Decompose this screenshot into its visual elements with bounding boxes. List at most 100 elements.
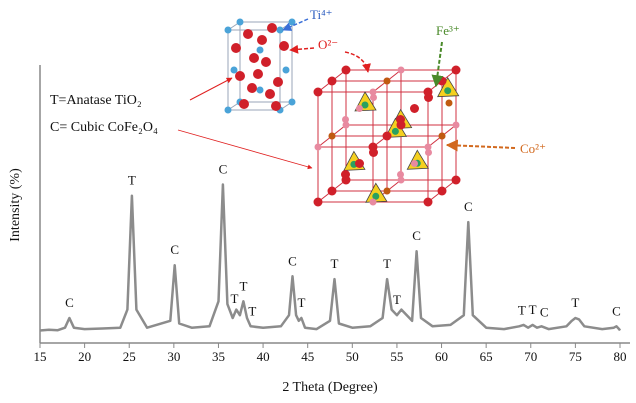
peak-label: T — [529, 302, 537, 317]
x-tick-label: 70 — [524, 349, 537, 364]
x-tick-label: 15 — [34, 349, 47, 364]
o-atom — [231, 43, 241, 53]
ti-atom — [231, 67, 238, 74]
fe-atom — [444, 87, 451, 94]
crystal-inset: T=Anatase TiO₂ C= Cubic CoFe₂O₄ Ti⁴⁺ O²⁻… — [50, 7, 546, 207]
lattice-atom — [453, 122, 460, 129]
x-tick-label: 40 — [257, 349, 270, 364]
lattice-atom — [397, 171, 404, 178]
tio2-cell — [228, 22, 292, 110]
arrow — [290, 48, 314, 50]
co-atom — [384, 188, 391, 195]
lattice-atom — [328, 77, 337, 86]
x-tick-label: 80 — [614, 349, 627, 364]
lattice-atom — [355, 159, 364, 168]
o-atom — [273, 77, 283, 87]
o-atom — [279, 41, 289, 51]
lattice-atom — [411, 160, 418, 167]
lattice-atom — [356, 105, 363, 112]
chart: 2 Theta (Degree) Intensity (%) T=Anatase… — [0, 0, 636, 403]
peak-label: C — [540, 304, 549, 319]
lattice-atom — [342, 116, 349, 123]
o-atom — [265, 89, 275, 99]
lattice-atom — [383, 132, 392, 141]
peak-label: T — [128, 173, 136, 188]
co-atom — [384, 78, 391, 85]
x-tick-label: 65 — [480, 349, 493, 364]
ion-label: Ti⁴⁺ — [310, 7, 333, 22]
ti-atom — [277, 27, 284, 34]
lattice-atom — [315, 144, 322, 151]
arrow — [178, 130, 312, 168]
lattice-atom — [452, 176, 461, 185]
peak-label: C — [612, 303, 621, 318]
peak-label: T — [518, 302, 526, 317]
legend-text: C= Cubic CoFe₂O₄ — [50, 120, 158, 135]
co-atom — [446, 100, 453, 107]
lattice-atom — [370, 89, 377, 96]
ti-atom — [225, 107, 232, 114]
peak-label: C — [65, 295, 74, 310]
ti-atom — [289, 99, 296, 106]
ti-atom — [257, 87, 264, 94]
peak-label: T — [297, 295, 305, 310]
o-atom — [247, 83, 257, 93]
y-axis-title: Intensity (%) — [8, 168, 23, 242]
peak-label: T — [231, 291, 239, 306]
page: {"chart_data": {"type": "line", "xlabel"… — [0, 0, 636, 403]
lattice-atom — [396, 115, 405, 124]
ion-label: Fe³⁺ — [436, 23, 460, 38]
x-tick-label: 55 — [390, 349, 403, 364]
lattice-atom — [452, 66, 461, 75]
peak-label: T — [239, 278, 247, 293]
o-atom — [243, 29, 253, 39]
peak-label: T — [393, 292, 401, 307]
peak-label: C — [219, 162, 228, 177]
ion-label: O²⁻ — [318, 37, 338, 52]
arrow — [447, 145, 515, 148]
x-tick-label: 20 — [78, 349, 91, 364]
lattice-atom — [314, 88, 323, 97]
peak-label: T — [383, 256, 391, 271]
co-atom — [329, 133, 336, 140]
o-atom — [235, 71, 245, 81]
lattice-atom — [438, 187, 447, 196]
lattice-atom — [425, 144, 432, 151]
x-tick-label: 25 — [123, 349, 136, 364]
peak-label: C — [288, 253, 297, 268]
lattice-atom — [341, 170, 350, 179]
x-tick-label: 45 — [301, 349, 314, 364]
lattice-atom — [438, 77, 447, 86]
cofe2o4-cell — [314, 66, 461, 207]
o-atom — [271, 101, 281, 111]
tio2-atoms — [225, 19, 296, 114]
lattice-atom — [410, 104, 419, 113]
o-atom — [239, 99, 249, 109]
x-tick-label: 60 — [435, 349, 448, 364]
o-atom — [253, 69, 263, 79]
lattice-atom — [424, 88, 433, 97]
legend-text: T=Anatase TiO₂ — [50, 93, 142, 108]
co-atom — [439, 133, 446, 140]
lattice-atom — [314, 198, 323, 207]
o-atom — [249, 53, 259, 63]
lattice-atom — [369, 143, 378, 152]
lattice-atom — [342, 66, 351, 75]
peak-label: C — [464, 199, 473, 214]
peak-label: T — [248, 304, 256, 319]
ti-atom — [257, 47, 264, 54]
ti-atom — [225, 27, 232, 34]
x-tick-label: 30 — [167, 349, 180, 364]
x-tick-label: 35 — [212, 349, 225, 364]
x-axis-title: 2 Theta (Degree) — [282, 380, 378, 395]
ion-label: Co²⁺ — [520, 141, 546, 156]
lattice-atom — [424, 198, 433, 207]
lattice-atom — [398, 67, 405, 74]
peak-label: T — [330, 256, 338, 271]
lattice-atom — [370, 199, 377, 206]
ti-atom — [283, 67, 290, 74]
peak-label: C — [412, 228, 421, 243]
arrow — [190, 78, 232, 100]
peak-label: C — [170, 242, 179, 257]
fe-atom — [392, 128, 399, 135]
